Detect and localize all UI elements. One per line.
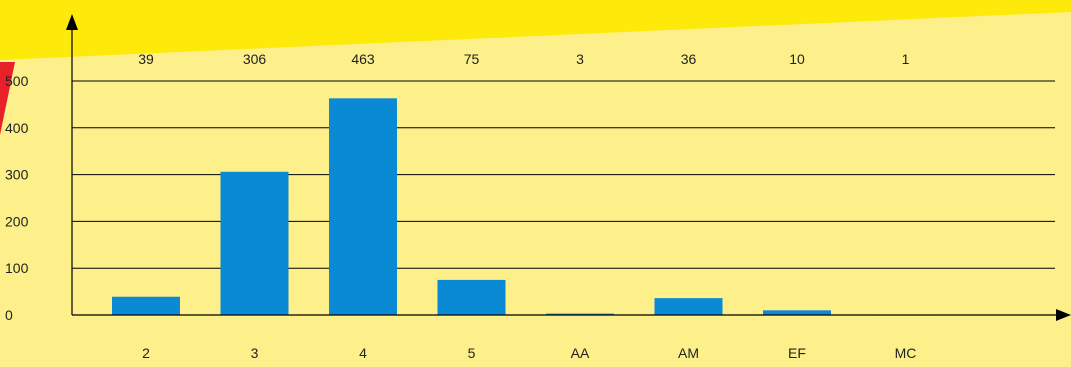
x-tick-label-3: 3: [251, 345, 259, 361]
x-tick-label-EF: EF: [788, 345, 806, 361]
grid-lines: [72, 80, 1055, 269]
bar-3: [220, 171, 289, 315]
x-tick-label-2: 2: [142, 345, 150, 361]
data-labels: 39 306 463 75 3 36 10 1: [138, 51, 909, 67]
x-tick-label-4: 4: [359, 345, 367, 361]
y-tick-label: 0: [5, 307, 13, 323]
data-label-4: 463: [351, 51, 375, 67]
red-accent-wedge: [0, 62, 15, 135]
bar-AM: [654, 298, 723, 315]
data-label-EF: 10: [789, 51, 805, 67]
y-axis-ticks: 0 100 200 300 400 500: [5, 73, 29, 323]
x-axis-ticks: 2 3 4 5 AA AM EF MC: [142, 345, 916, 361]
y-tick-label: 300: [5, 167, 29, 183]
data-label-5: 75: [464, 51, 480, 67]
y-tick-label: 200: [5, 213, 29, 229]
data-label-3: 306: [243, 51, 267, 67]
bar-4: [329, 98, 397, 315]
y-tick-label: 400: [5, 120, 29, 136]
data-label-MC: 1: [902, 51, 910, 67]
x-tick-label-MC: MC: [895, 345, 917, 361]
x-tick-label-5: 5: [468, 345, 476, 361]
bar-EF: [763, 310, 831, 315]
data-label-AA: 3: [576, 51, 584, 67]
bar-AA: [546, 313, 614, 315]
data-label-2: 39: [138, 51, 154, 67]
y-tick-label: 100: [5, 260, 29, 276]
x-tick-label-AM: AM: [678, 345, 699, 361]
bar-5: [437, 279, 506, 315]
axes: [66, 14, 1071, 321]
y-tick-label: 500: [5, 73, 29, 89]
data-label-AM: 36: [681, 51, 697, 67]
x-axis-arrow: [1056, 309, 1071, 321]
y-axis-arrow: [66, 14, 78, 30]
bar-2: [112, 296, 180, 315]
header-banner: [0, 0, 1071, 60]
x-tick-label-AA: AA: [571, 345, 590, 361]
bars: [112, 98, 940, 316]
